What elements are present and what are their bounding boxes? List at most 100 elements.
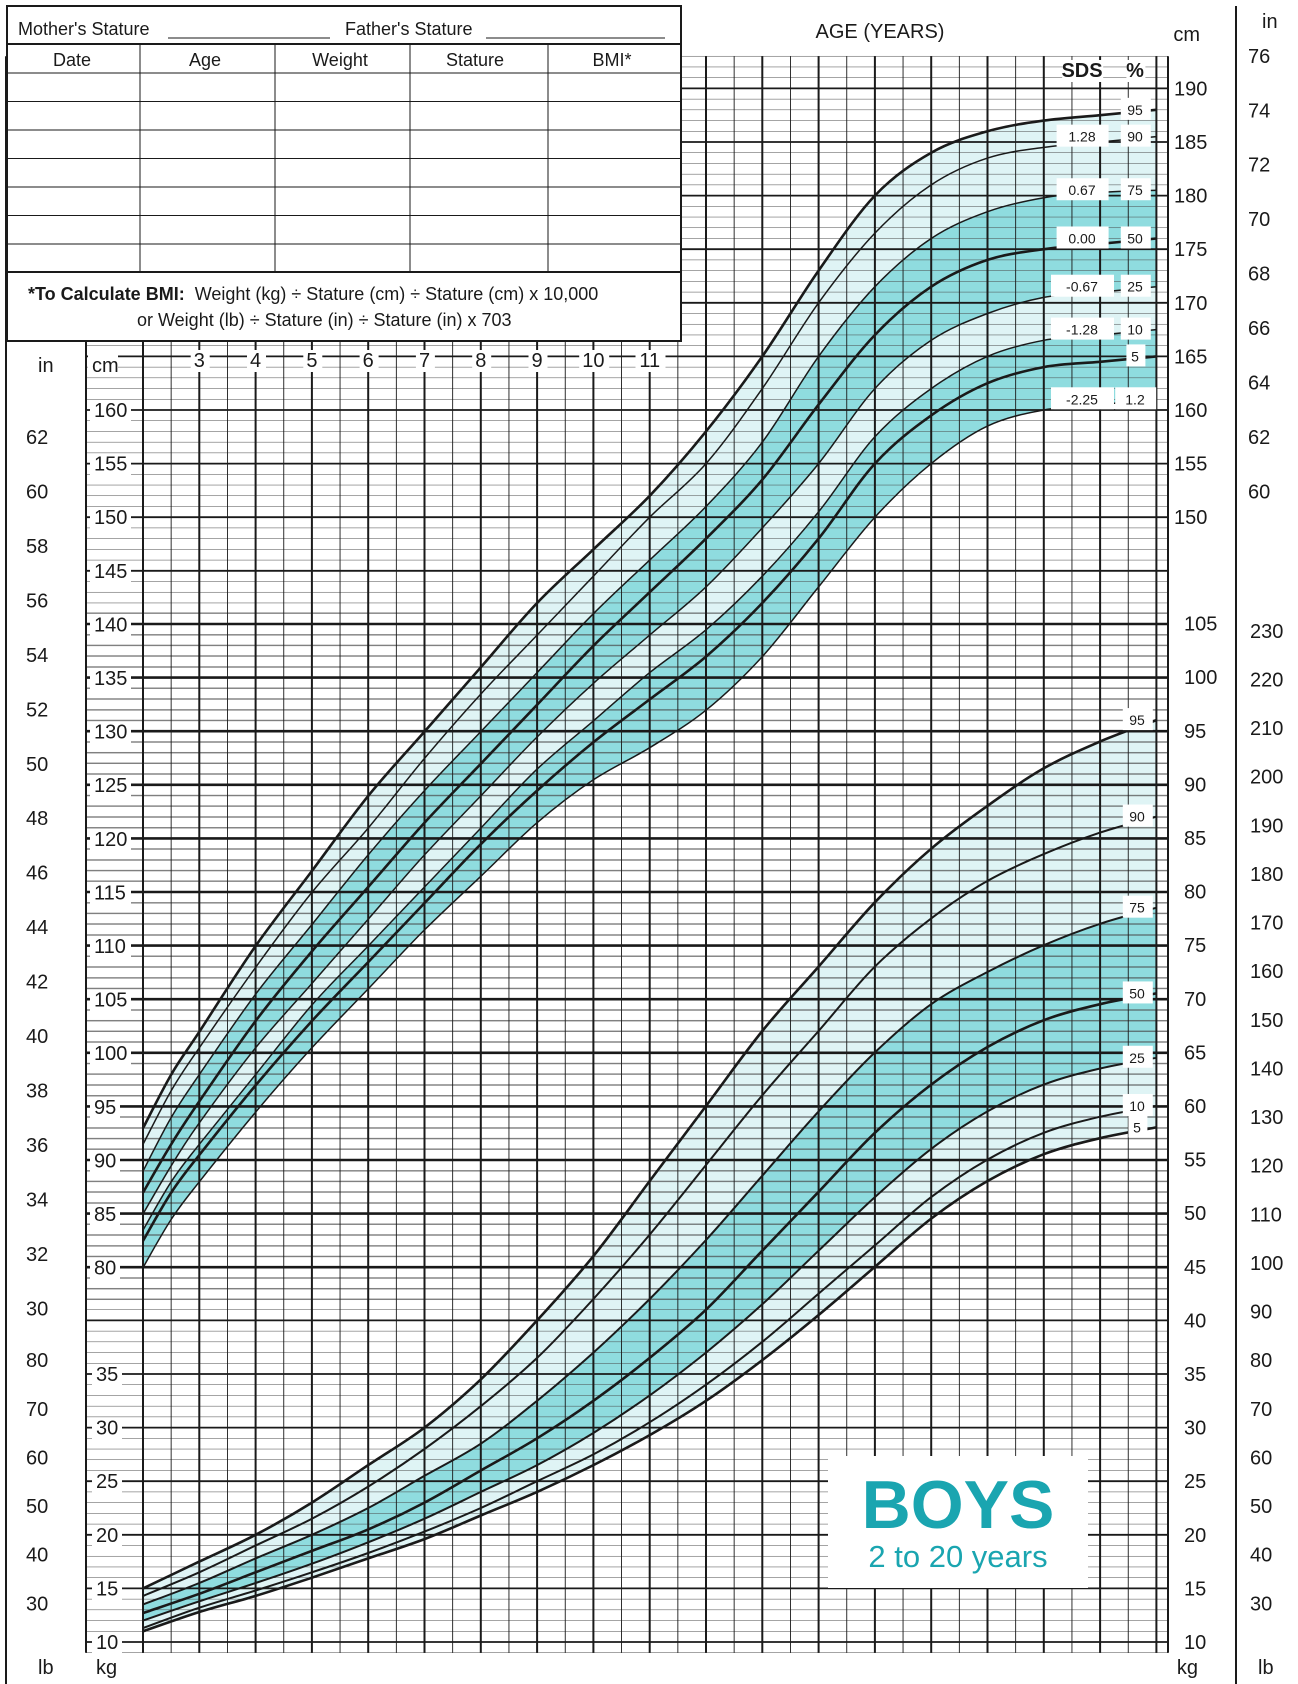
- age-tick-4: 4: [250, 350, 261, 372]
- weight-pct-label-95: 95: [1129, 712, 1145, 728]
- stature-pct-label-75: 75: [1127, 182, 1143, 198]
- weight-pct-label-75: 75: [1129, 900, 1145, 916]
- lb-tick-right-40-bg: [1246, 1544, 1276, 1567]
- lb-tick-right-110: 110: [1250, 1204, 1282, 1226]
- in-tick-left-48-bg: [22, 808, 52, 831]
- in-tick-left-42: 42: [26, 972, 48, 994]
- kg-tick-left-15: 15: [96, 1578, 118, 1600]
- cm-tick-left-80-bg: [90, 1257, 120, 1280]
- lb-tick-right-130: 130: [1250, 1107, 1283, 1129]
- lb-tick-left-30-bg: [22, 1593, 52, 1616]
- in-tick-left-32: 32: [26, 1244, 48, 1266]
- kg-tick-right-10-bg: [1180, 1632, 1210, 1654]
- lb-tick-right-70-bg: [1246, 1398, 1276, 1421]
- kg-tick-right-30-bg: [1180, 1417, 1210, 1440]
- cm-tick-left-140-bg: [90, 614, 131, 637]
- lb-tick-right-200-bg: [1246, 766, 1287, 789]
- weight-curve-p50: [142, 992, 1157, 1615]
- kg-tick-right-50-bg: [1180, 1203, 1210, 1226]
- cm-tick-left-150-bg: [90, 507, 131, 530]
- stature-curve-p25: [142, 285, 1157, 1215]
- unit-in-left: in: [38, 355, 54, 377]
- in-tick-right-76: 76: [1248, 46, 1270, 68]
- bmi-note-line1: *To Calculate BMI: Weight (kg) ÷ Stature…: [28, 284, 598, 304]
- stature-pct-label-50: 50: [1127, 230, 1143, 246]
- cm-tick-right-160-bg: [1170, 400, 1211, 422]
- in-tick-right-68-bg: [1244, 263, 1274, 286]
- kg-tick-left-35: 35: [96, 1364, 118, 1386]
- in-tick-left-34: 34: [26, 1189, 48, 1211]
- weight-curve-p90: [142, 815, 1157, 1597]
- col-header-age: Age: [189, 50, 221, 70]
- cm-tick-left-145: 145: [94, 561, 127, 583]
- in-tick-right-68: 68: [1248, 264, 1270, 286]
- in-tick-left-42-bg: [22, 971, 52, 994]
- cm-tick-right-170-bg: [1170, 292, 1211, 315]
- weight-curve-p95: [142, 718, 1157, 1590]
- weight-pct-label-10-bg: [1122, 1094, 1153, 1116]
- weight-pct-label-50-bg: [1122, 981, 1153, 1004]
- in-tick-right-72-bg: [1244, 154, 1274, 177]
- cm-tick-left-85: 85: [94, 1204, 116, 1226]
- stature-pct-label-1_2-bg: [1115, 387, 1157, 410]
- major-grid: [5, 6, 1237, 1684]
- in-tick-left-58: 58: [26, 536, 48, 558]
- stature-sds-label-0_67: 0.67: [1068, 182, 1095, 198]
- father-stature-label: Father's Stature: [345, 19, 473, 39]
- lb-tick-right-190-bg: [1246, 815, 1287, 838]
- kg-tick-right-85: 85: [1184, 828, 1206, 850]
- in-tick-left-36: 36: [26, 1135, 48, 1157]
- stature-pct-label-90-bg: [1120, 124, 1151, 147]
- lb-tick-left-40: 40: [26, 1545, 48, 1567]
- col-header-date: Date: [53, 50, 91, 70]
- brand-box: BOYS 2 to 20 years: [828, 1456, 1088, 1588]
- in-tick-left-52-bg: [22, 699, 52, 722]
- in-tick-left-56: 56: [26, 590, 48, 612]
- weight-curve-p10: [142, 1105, 1157, 1630]
- age-tick-10: 10: [582, 350, 604, 372]
- lb-tick-right-180-bg: [1246, 863, 1287, 886]
- kg-tick-left-35-bg: [92, 1364, 122, 1386]
- age-tick-7: 7: [419, 350, 430, 372]
- kg-tick-left-30: 30: [96, 1418, 118, 1440]
- kg-tick-left-20: 20: [96, 1525, 118, 1547]
- unit-in-right: in: [1262, 11, 1278, 33]
- age-tick-8-bg: [472, 350, 492, 372]
- lb-tick-right-210-bg: [1246, 718, 1287, 741]
- weight-curve-p25: [142, 1056, 1157, 1622]
- lb-tick-right-50: 50: [1250, 1496, 1272, 1518]
- age-tick-5: 5: [306, 350, 317, 372]
- in-tick-left-60: 60: [26, 481, 48, 503]
- col-header-stature: Stature: [446, 50, 504, 70]
- unit-kg-right: kg: [1177, 1657, 1198, 1679]
- kg-tick-right-25: 25: [1184, 1471, 1206, 1493]
- stature-curve-p95: [141, 108, 1157, 1129]
- stature-curve-p5: [141, 355, 1157, 1242]
- cm-tick-left-145-bg: [90, 560, 131, 583]
- age-tick-9: 9: [532, 350, 543, 372]
- age-tick-6-bg: [359, 350, 379, 372]
- in-tick-left-62: 62: [26, 427, 48, 449]
- cm-tick-right-185-bg: [1170, 132, 1211, 154]
- unit-cm-left: cm: [92, 355, 119, 377]
- in-tick-left-44: 44: [26, 917, 48, 939]
- cm-tick-left-115-bg: [90, 882, 131, 905]
- cm-tick-right-170: 170: [1174, 293, 1207, 315]
- weight-pct-label-75-bg: [1122, 895, 1153, 918]
- cm-tick-left-120: 120: [94, 829, 127, 851]
- cm-tick-right-155-bg: [1170, 453, 1211, 476]
- in-tick-right-66-bg: [1244, 318, 1274, 341]
- lb-tick-right-180: 180: [1250, 864, 1283, 886]
- kg-tick-right-25-bg: [1180, 1471, 1210, 1494]
- stature-sds-label-1_28: 1.28: [1068, 129, 1095, 145]
- lb-tick-right-100: 100: [1250, 1253, 1283, 1275]
- lb-tick-left-50-bg: [22, 1496, 52, 1519]
- in-tick-left-56-bg: [22, 590, 52, 613]
- unit-cm-right-bg: [1174, 24, 1204, 46]
- stature-sds-label-m1_28-bg: [1051, 317, 1114, 340]
- unit-in-left-bg: [34, 355, 64, 377]
- weight-pct-label-90-bg: [1122, 804, 1153, 827]
- weight-curve-p75: [142, 906, 1157, 1606]
- lb-tick-left-50: 50: [26, 1496, 48, 1518]
- stature-curve-p10: [142, 328, 1157, 1231]
